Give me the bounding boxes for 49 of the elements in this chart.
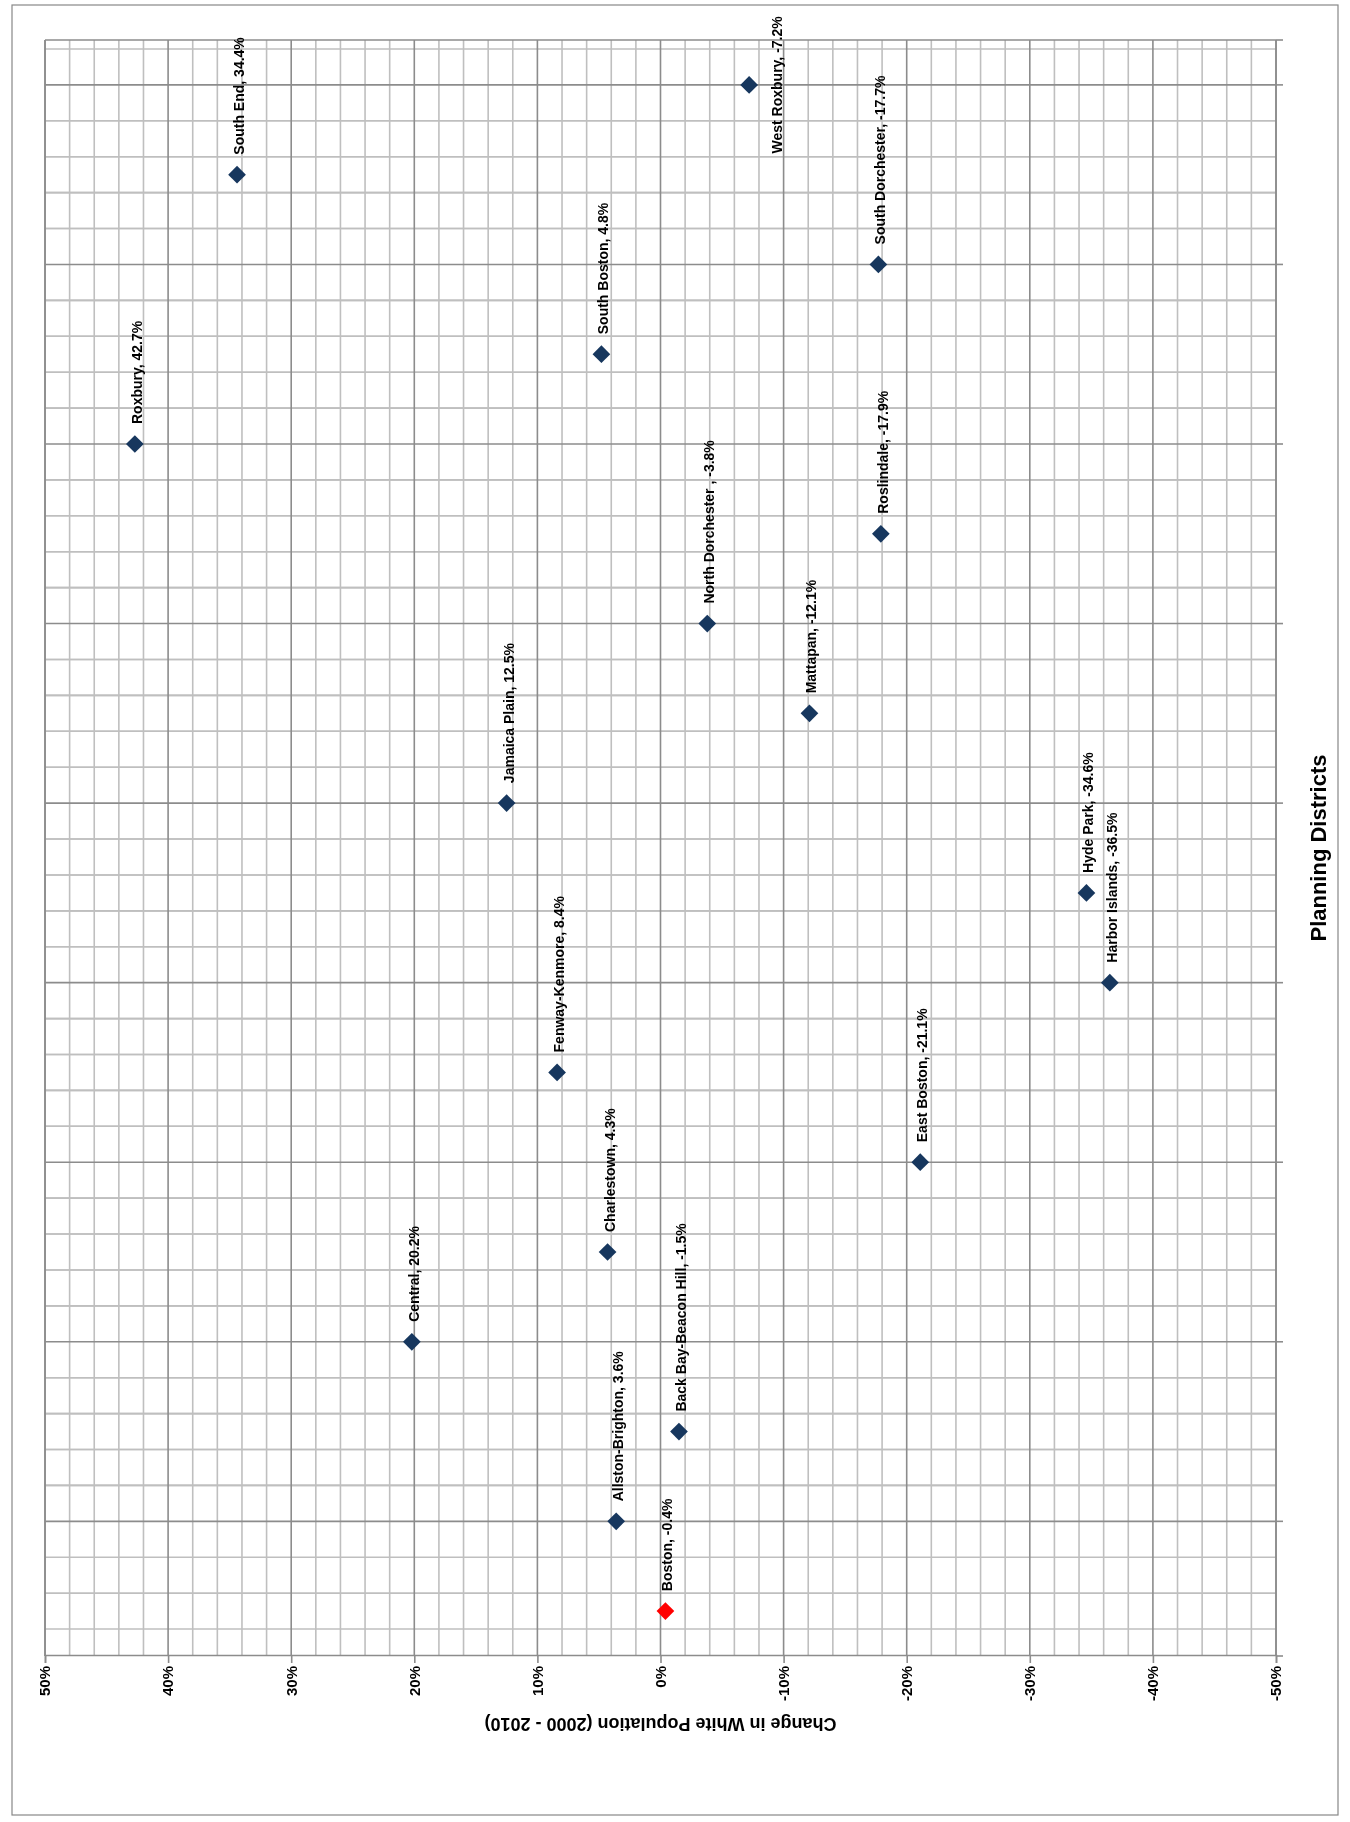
data-label: Roxbury, 42.7% [128, 320, 145, 424]
data-label: Hyde Park, -34.6% [1080, 751, 1097, 873]
data-label: Jamaica Plain, 12.5% [500, 642, 517, 784]
point [670, 1422, 688, 1441]
point [740, 76, 758, 94]
data-label: Harbor Islands, -36.5% [1103, 811, 1120, 963]
point [656, 1602, 675, 1620]
x-tick-label: 30% [282, 1666, 300, 1697]
point [402, 1332, 421, 1351]
point [607, 1512, 626, 1531]
point [911, 1153, 930, 1172]
x-tick-label: -10% [774, 1666, 792, 1702]
data-label: Allston-Brighton, 3.6% [610, 1350, 627, 1502]
data-label: East Boston, -21.1% [914, 1007, 931, 1143]
data-label: Boston, -0.4% [659, 1497, 676, 1592]
point [592, 345, 611, 364]
x-tick-label: 40% [159, 1666, 177, 1697]
point [126, 435, 144, 453]
data-label: Roslindale, -17.9% [874, 390, 891, 514]
x-tick-label: -50% [1267, 1666, 1285, 1702]
point [698, 614, 717, 633]
data-label: South Dorchester, -17.7% [872, 75, 889, 245]
x-tick-label: -40% [1144, 1666, 1162, 1702]
x-tick-label: -30% [1021, 1666, 1039, 1702]
data-label: West Roxbury, -7.2% [768, 15, 785, 154]
data-label: South Boston, 4.8% [595, 202, 612, 335]
point [1100, 973, 1119, 992]
point [598, 1243, 617, 1261]
data-label: South End, 34.4% [231, 36, 248, 155]
x-axis-title: Change in White Population (2000 - 2010) [484, 1714, 837, 1734]
x-tick-label: 50% [36, 1666, 54, 1697]
point [871, 524, 890, 543]
x-tick-label: 0% [651, 1666, 669, 1688]
point [228, 165, 246, 184]
point [800, 704, 819, 723]
x-tick-label: -20% [898, 1666, 915, 1702]
point [548, 1063, 566, 1082]
data-label: Charlestown, 4.3% [601, 1107, 618, 1232]
data-label: North Dorchester , -3.8% [701, 439, 718, 604]
data-label: Central, 20.2% [405, 1225, 422, 1322]
x-tick-label: 10% [528, 1666, 546, 1697]
y-axis-title: Planning Districts [1306, 754, 1331, 942]
x-tick-label: 20% [405, 1666, 423, 1697]
data-label: Mattapan, -12.1% [803, 579, 820, 694]
point [869, 255, 888, 274]
data-label: Back Bay-Beacon Hill, -1.5% [672, 1222, 689, 1412]
point [497, 794, 516, 812]
point [1077, 884, 1096, 902]
data-label: Fenway-Kenmore, 8.4% [551, 895, 568, 1053]
